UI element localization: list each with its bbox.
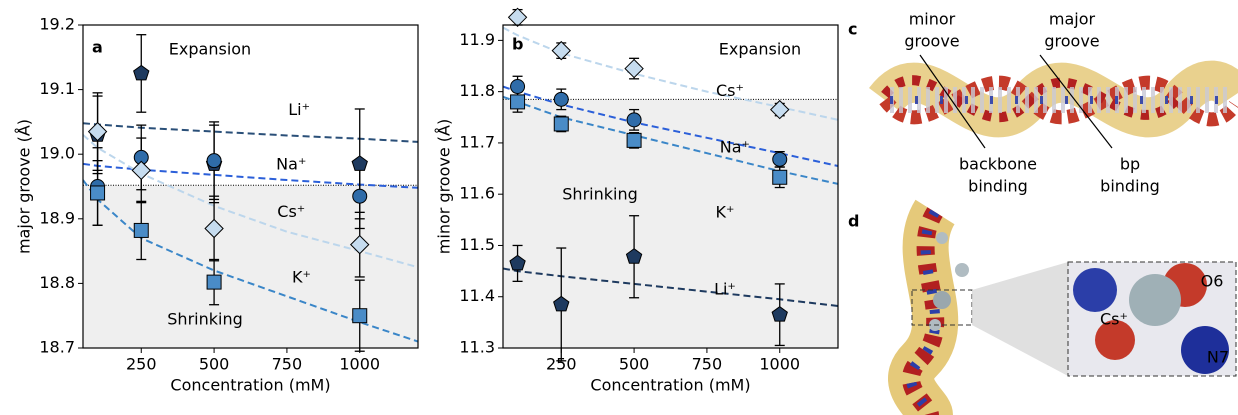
marker [510, 79, 526, 95]
marker [133, 222, 149, 238]
marker [352, 188, 368, 204]
marker [90, 185, 106, 201]
panel-c-illustration [869, 54, 1238, 149]
marker [772, 169, 788, 185]
x-tick-label: 500 [619, 355, 650, 374]
marker [133, 64, 150, 81]
x-tick-label: 250 [546, 355, 577, 374]
x-tick-label: 750 [272, 355, 303, 374]
marker [625, 248, 643, 264]
x-axis-label: Concentration (mM) [170, 376, 330, 395]
fit-line [83, 162, 418, 189]
panel-label: c [848, 20, 857, 39]
annotation: Expansion [719, 40, 801, 59]
series-label: K⁺ [292, 268, 311, 287]
x-tick-label: 1000 [759, 355, 800, 374]
marker [204, 218, 224, 239]
y-tick-label: 11.8 [459, 81, 495, 100]
marker [509, 254, 526, 271]
y-tick-label: 11.4 [459, 286, 495, 305]
x-tick-label: 1000 [339, 355, 380, 374]
marker [351, 155, 368, 171]
y-tick-label: 11.3 [459, 338, 495, 357]
marker [507, 7, 528, 28]
annotation: backbone [959, 155, 1037, 174]
y-axis-label: minor groove (Å) [435, 119, 454, 254]
atom-label: Cs⁺ [1100, 310, 1128, 329]
atom-label: N7 [1207, 348, 1229, 367]
marker [350, 234, 370, 255]
panel-d-illustration [888, 199, 1237, 415]
panel-label: d [848, 212, 859, 231]
fit-line [83, 122, 418, 143]
marker [770, 99, 790, 120]
y-axis-label: major groove (Å) [15, 119, 34, 254]
y-tick-label: 19.1 [39, 79, 75, 98]
y-tick-label: 11.5 [459, 235, 495, 254]
marker [553, 116, 569, 132]
marker [553, 295, 570, 312]
marker [626, 112, 642, 128]
panel-label: a [92, 38, 103, 57]
x-tick-label: 750 [692, 355, 723, 374]
annotation: Shrinking [167, 310, 242, 329]
y-tick-label: 18.8 [39, 273, 75, 292]
y-tick-label: 19.2 [39, 15, 75, 34]
x-tick-label: 500 [199, 355, 230, 374]
y-tick-label: 19.0 [39, 144, 75, 163]
marker [771, 306, 788, 322]
marker [551, 40, 571, 61]
series-label: K⁺ [716, 203, 735, 222]
x-axis-label: Concentration (mM) [590, 376, 750, 395]
y-tick-label: 18.7 [39, 338, 75, 357]
marker [553, 91, 569, 107]
series-label: Cs⁺ [277, 202, 305, 221]
series-label: Li⁺ [714, 280, 736, 299]
y-tick-label: 11.7 [459, 132, 495, 151]
marker [352, 308, 368, 324]
series-label: Li⁺ [288, 100, 310, 119]
annotation: binding [1100, 177, 1160, 196]
y-tick-label: 11.9 [459, 30, 495, 49]
panel-label: b [512, 35, 523, 54]
marker [206, 153, 222, 169]
annotation: groove [1044, 32, 1099, 51]
series-label: Cs⁺ [716, 81, 744, 100]
annotation: minor [909, 10, 956, 29]
atom-label: O6 [1201, 272, 1224, 291]
annotation: binding [968, 177, 1028, 196]
annotation: groove [904, 32, 959, 51]
marker [626, 132, 642, 148]
series-label: Na⁺ [276, 155, 306, 174]
marker [131, 160, 151, 181]
marker [87, 121, 108, 142]
annotation: bp [1120, 155, 1140, 174]
y-tick-label: 18.9 [39, 208, 75, 227]
marker [206, 274, 222, 290]
plot-frame [502, 24, 839, 349]
marker [624, 58, 644, 79]
series-label: Na⁺ [720, 138, 750, 157]
annotation: major [1049, 10, 1096, 29]
shrinking-region [83, 185, 418, 348]
annotation: Shrinking [562, 185, 637, 204]
x-tick-label: 250 [126, 355, 157, 374]
y-tick-label: 11.6 [459, 184, 495, 203]
plot-frame [82, 24, 419, 349]
marker [772, 151, 788, 167]
marker [510, 94, 526, 110]
annotation: Expansion [169, 40, 251, 59]
shrinking-region [503, 99, 838, 348]
